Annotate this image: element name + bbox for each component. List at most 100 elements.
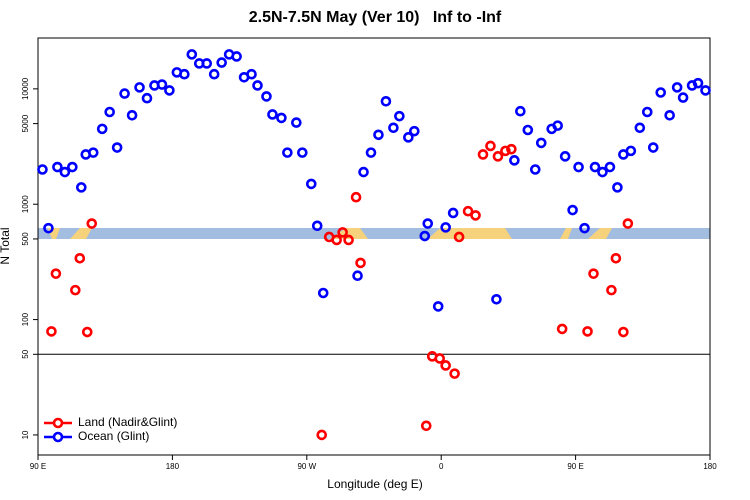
land-strip <box>560 228 572 239</box>
point <box>492 151 504 162</box>
point <box>388 122 399 134</box>
point <box>81 326 93 338</box>
point <box>46 326 57 337</box>
point <box>440 360 451 371</box>
point <box>589 161 601 173</box>
point <box>453 231 465 243</box>
point <box>311 220 323 232</box>
point <box>509 155 520 166</box>
y-tick-label: 1000 <box>21 195 30 213</box>
point <box>610 252 622 264</box>
point <box>647 142 659 153</box>
point <box>343 234 354 246</box>
map-band <box>38 228 710 239</box>
point <box>522 124 534 136</box>
point <box>134 82 145 93</box>
x-tick-label: 90 W <box>297 462 316 471</box>
point <box>612 182 623 193</box>
y-tick-label: 10 <box>21 430 30 439</box>
point <box>462 205 474 217</box>
x-tick-label: 180 <box>166 462 180 471</box>
point <box>267 109 278 120</box>
y-tick-label: 500 <box>21 232 30 246</box>
land-strip <box>428 228 512 239</box>
point <box>485 140 496 152</box>
point <box>556 323 568 335</box>
point <box>282 147 293 158</box>
point <box>261 91 272 102</box>
point <box>76 182 87 193</box>
point <box>208 68 220 80</box>
y-tick-label: 100 <box>21 312 30 326</box>
point <box>164 85 175 96</box>
point <box>70 284 81 296</box>
point <box>119 88 130 99</box>
point <box>43 222 54 234</box>
x-tick-label: 0 <box>439 462 444 471</box>
point <box>96 123 108 135</box>
chart-title: 2.5N-7.5N May (Ver 10) Inf to -Inf <box>249 9 502 26</box>
point <box>500 145 511 157</box>
point <box>156 79 168 90</box>
point <box>579 222 590 234</box>
point <box>317 287 329 299</box>
point <box>597 166 608 178</box>
point <box>491 293 502 305</box>
land-strip <box>588 228 612 239</box>
point <box>52 161 63 173</box>
point <box>111 142 123 153</box>
point <box>380 96 392 107</box>
point <box>641 106 653 118</box>
point <box>201 58 213 69</box>
point <box>655 87 667 98</box>
point <box>365 147 377 158</box>
point <box>373 129 384 141</box>
point <box>126 109 138 121</box>
point <box>434 353 446 364</box>
point <box>588 268 599 279</box>
point <box>297 147 308 158</box>
point <box>470 210 481 221</box>
y-tick-label: 50 <box>21 349 30 358</box>
point <box>355 257 366 269</box>
point <box>515 105 526 117</box>
x-tick-label: 90 E <box>567 462 583 471</box>
y-tick-label: 10000 <box>21 77 30 100</box>
point <box>86 218 98 229</box>
point <box>358 166 369 178</box>
point <box>422 218 434 229</box>
point <box>477 149 489 160</box>
point <box>573 161 584 173</box>
point <box>331 234 342 246</box>
point <box>350 191 362 203</box>
point <box>87 147 99 158</box>
point <box>305 178 317 190</box>
point <box>582 326 593 337</box>
point <box>449 368 460 379</box>
point <box>394 110 405 122</box>
point <box>432 301 444 312</box>
legend-label: Ocean (Glint) <box>78 429 149 443</box>
point <box>59 166 71 178</box>
point <box>677 92 689 103</box>
point <box>246 68 257 80</box>
point <box>409 125 420 137</box>
point <box>664 109 675 121</box>
x-tick-label: 180 <box>703 462 717 471</box>
point <box>186 49 198 60</box>
point <box>604 161 616 173</box>
point <box>692 77 704 89</box>
point <box>618 326 629 338</box>
point <box>419 230 431 242</box>
point <box>700 85 711 96</box>
point <box>104 106 115 118</box>
point <box>559 151 571 162</box>
point <box>403 132 414 143</box>
point <box>67 161 78 173</box>
point <box>634 122 646 134</box>
y-axis-label: N Total <box>0 227 12 264</box>
point <box>552 120 563 131</box>
point <box>276 112 287 124</box>
point <box>252 80 263 91</box>
